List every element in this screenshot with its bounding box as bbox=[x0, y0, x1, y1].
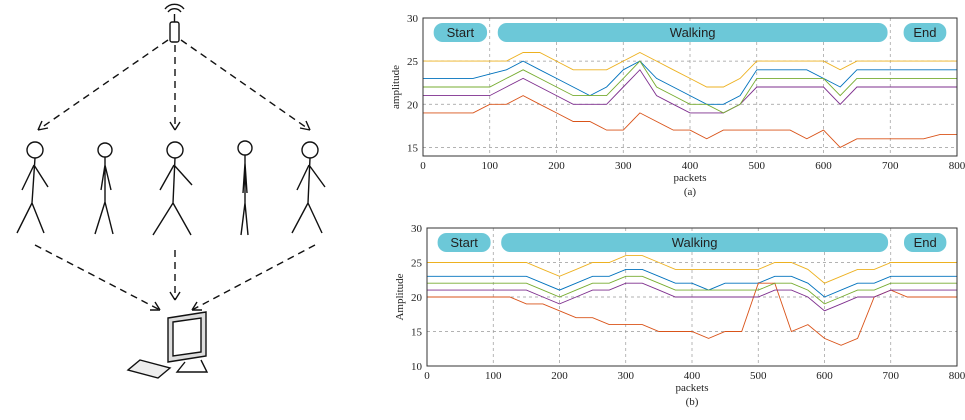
annotations: Start Walking End bbox=[433, 23, 947, 42]
annotation-box bbox=[497, 23, 888, 42]
y-tick-label: 10 bbox=[411, 361, 423, 373]
annotation: Start bbox=[447, 25, 475, 40]
y-axis-label: Amplitude bbox=[394, 273, 406, 320]
series-line bbox=[423, 51, 957, 88]
y-tick-label: 30 bbox=[411, 223, 423, 235]
x-tick-label: 300 bbox=[618, 370, 635, 382]
annotations: Start Walking End bbox=[437, 233, 947, 252]
annotation: Walking bbox=[670, 25, 716, 40]
annotation: Walking bbox=[672, 235, 718, 250]
y-tick-label: 30 bbox=[407, 13, 419, 25]
x-tick-label: 0 bbox=[420, 160, 426, 172]
x-tick-label: 800 bbox=[949, 370, 965, 382]
y-tick-label: 25 bbox=[411, 258, 423, 270]
y-tick-label: 20 bbox=[411, 292, 423, 304]
series-line bbox=[423, 60, 957, 114]
y-tick-label: 15 bbox=[407, 142, 419, 154]
x-tick-label: 0 bbox=[424, 370, 430, 382]
series-line bbox=[427, 282, 957, 312]
series-line bbox=[423, 69, 957, 114]
router bbox=[164, 3, 185, 43]
caption: (a) bbox=[684, 186, 697, 198]
x-tick-label: 500 bbox=[749, 160, 766, 172]
series-line bbox=[427, 275, 957, 305]
x-tick-label: 400 bbox=[684, 370, 701, 382]
x-tick-label: 500 bbox=[750, 370, 767, 382]
x-tick-label: 600 bbox=[815, 160, 832, 172]
x-tick-label: 100 bbox=[482, 160, 499, 172]
computer bbox=[126, 311, 209, 379]
y-tick-label: 20 bbox=[407, 99, 419, 111]
x-tick-label: 100 bbox=[485, 370, 502, 382]
x-tick-label: 300 bbox=[615, 160, 632, 172]
x-axis-label: packets bbox=[674, 172, 707, 184]
series-line bbox=[427, 282, 957, 346]
x-tick-label: 200 bbox=[551, 370, 568, 382]
annotation: Start bbox=[450, 235, 478, 250]
y-tick-label: 15 bbox=[411, 327, 423, 339]
series-line bbox=[427, 268, 957, 298]
series-line bbox=[423, 95, 957, 148]
annotation-box bbox=[904, 233, 947, 252]
x-tick-label: 600 bbox=[816, 370, 833, 382]
x-tick-label: 700 bbox=[882, 160, 899, 172]
series-line bbox=[427, 255, 957, 284]
arrow-heads bbox=[37, 120, 311, 311]
walking-people bbox=[16, 140, 326, 236]
caption: (b) bbox=[686, 396, 699, 408]
x-axis-label: packets bbox=[676, 382, 709, 394]
annotation: End bbox=[914, 235, 937, 250]
annotation-box bbox=[903, 23, 947, 42]
plot-frame bbox=[422, 17, 958, 157]
y-axis-label: amplitude bbox=[390, 65, 402, 109]
x-tick-label: 400 bbox=[682, 160, 699, 172]
annotation-box bbox=[437, 233, 491, 252]
series-line bbox=[423, 60, 957, 105]
sensing-diagram bbox=[16, 3, 326, 379]
x-tick-label: 700 bbox=[883, 370, 900, 382]
annotation-box bbox=[433, 23, 488, 42]
y-tick-label: 25 bbox=[407, 56, 419, 68]
plot-frame bbox=[426, 227, 958, 367]
x-tick-label: 800 bbox=[949, 160, 965, 172]
annotation: End bbox=[913, 25, 936, 40]
signal-arrows bbox=[34, 39, 316, 311]
annotation-box bbox=[501, 233, 889, 252]
x-tick-label: 200 bbox=[548, 160, 565, 172]
